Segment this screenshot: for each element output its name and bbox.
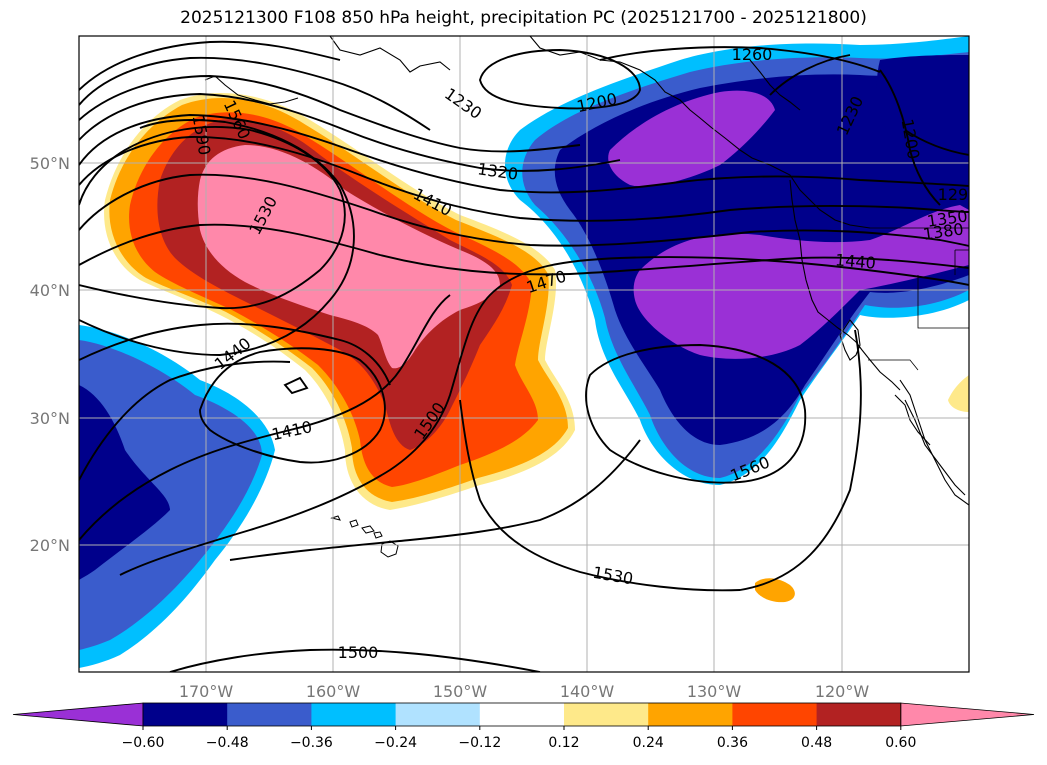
- colorbar-swatch: [479, 703, 565, 726]
- y-tick-label: 40°N: [30, 281, 70, 300]
- y-axis-labels: 50°N 40°N 30°N 20°N: [30, 154, 70, 555]
- negative-anomaly-northeast: [505, 36, 969, 485]
- colorbar-tick-label: 0.36: [717, 735, 748, 751]
- x-axis-labels: 170°W 160°W 150°W 140°W 130°W 120°W: [179, 682, 870, 701]
- contour-label-1500-b: 1500: [338, 643, 379, 662]
- chart-title: 2025121300 F108 850 hPa height, precipit…: [180, 8, 867, 28]
- colorbar-swatch: [311, 703, 397, 726]
- colorbar-tick-label: 0.60: [885, 735, 916, 751]
- y-tick-label: 50°N: [30, 154, 70, 173]
- map-frame: [78, 35, 970, 673]
- x-tick-label: 150°W: [433, 682, 488, 701]
- colorbar-swatch: [564, 703, 649, 726]
- colorbar-tick-label: 0.24: [633, 735, 664, 751]
- colorbar-swatch: [143, 703, 228, 726]
- colorbar-swatch: [395, 703, 481, 726]
- colorbar-extend-max: [900, 702, 1035, 727]
- colorbar-tick-label: 0.48: [801, 735, 832, 751]
- colorbar-swatch: [816, 703, 902, 726]
- positive-anomaly-band: [104, 92, 969, 603]
- x-tick-label: 160°W: [306, 682, 361, 701]
- colorbar: −0.60 −0.48 −0.36 −0.24 −0.12 0.12 0.24 0.36 0.4…: [12, 702, 1035, 751]
- contour-label-1440-b: 1440: [834, 250, 876, 272]
- colorbar-extend-min: [12, 702, 144, 727]
- y-tick-label: 20°N: [30, 536, 70, 555]
- colorbar-swatch: [732, 703, 818, 726]
- colorbar-tick-label: −0.60: [122, 735, 165, 751]
- x-tick-label: 170°W: [179, 682, 234, 701]
- hawaiian-islands: [330, 515, 399, 558]
- colorbar-tick-label: 0.12: [548, 735, 579, 751]
- x-tick-label: 120°W: [815, 682, 870, 701]
- colorbar-tick-label: −0.36: [290, 735, 333, 751]
- colorbar-tick-label: −0.12: [458, 735, 501, 751]
- contour-label-1290: 1290: [938, 185, 979, 204]
- coastlines: [204, 36, 969, 506]
- y-tick-label: 30°N: [30, 409, 70, 428]
- colorbar-swatch: [227, 703, 312, 726]
- x-tick-label: 140°W: [560, 682, 615, 701]
- x-tick-label: 130°W: [687, 682, 742, 701]
- map-area: 1260 1230 1200 1320 1410 1470 1440 1410 …: [79, 36, 979, 672]
- political-borders: [868, 227, 969, 371]
- contour-label-1260: 1260: [732, 45, 773, 64]
- colorbar-frame: [142, 702, 902, 727]
- colorbar-tick-label: −0.24: [374, 735, 417, 751]
- colorbar-swatch: [648, 703, 733, 726]
- colorbar-tick-label: −0.48: [206, 735, 249, 751]
- height-contours: [79, 40, 969, 672]
